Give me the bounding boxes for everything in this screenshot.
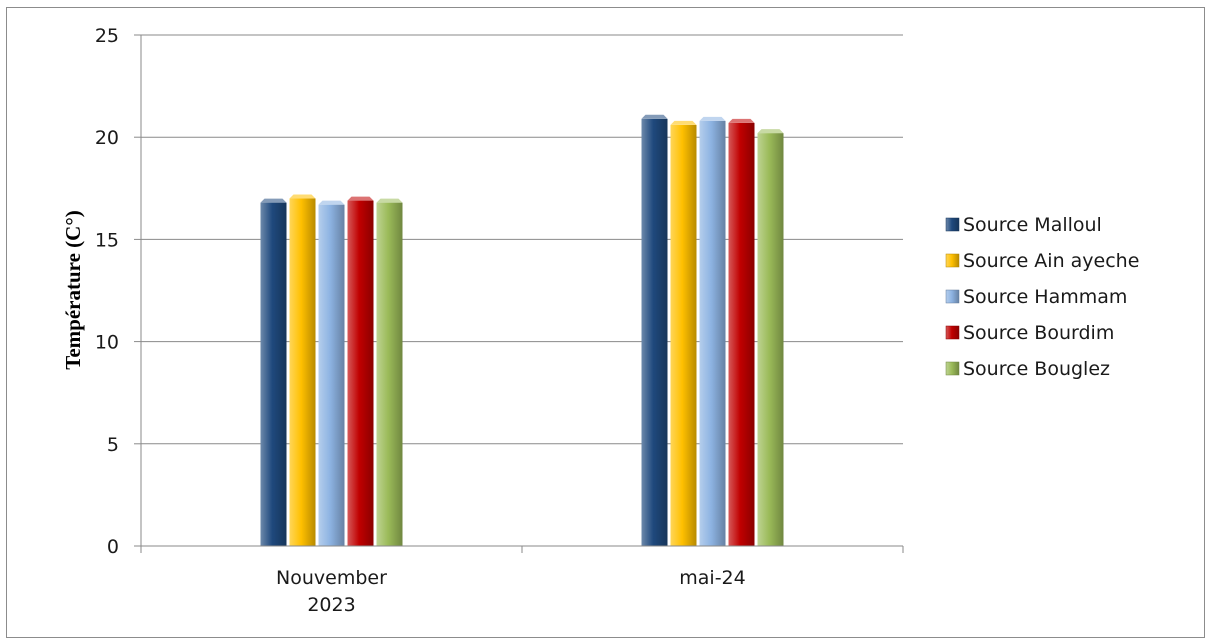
bar xyxy=(699,120,726,547)
legend-label: Source Bourdim xyxy=(963,322,1114,344)
bar xyxy=(260,202,287,546)
legend-label: Source Hammam xyxy=(963,286,1127,308)
bar-cap xyxy=(318,200,345,205)
x-category-label: Nouvember 2023 xyxy=(276,567,387,616)
legend-swatch xyxy=(945,253,960,268)
gridlines xyxy=(141,34,903,445)
bar xyxy=(347,200,374,546)
bar xyxy=(757,133,784,546)
legend-swatch xyxy=(945,325,960,340)
bar xyxy=(376,202,403,546)
legend-label: Source Bouglez xyxy=(963,358,1110,380)
bar-cap xyxy=(260,198,287,203)
y-tick-label: 5 xyxy=(107,434,119,456)
bar-cap xyxy=(347,196,374,201)
y-axis-label: Température (C°) xyxy=(61,210,85,369)
bar xyxy=(670,124,697,546)
bar-cap xyxy=(289,194,316,199)
x-category-labels: Nouvember 2023 mai-24 xyxy=(276,567,746,616)
x-category-label: mai-24 xyxy=(679,567,745,589)
bar-cap xyxy=(699,116,726,121)
y-tick-label: 0 xyxy=(107,536,119,558)
bar xyxy=(289,198,316,546)
legend-swatch xyxy=(945,217,960,232)
bar xyxy=(318,204,345,547)
legend-label: Source Malloul xyxy=(963,214,1102,236)
bar xyxy=(641,118,668,546)
bar-cap xyxy=(757,129,784,134)
bars xyxy=(260,114,784,547)
y-tick-label: 10 xyxy=(95,332,119,354)
chart-frame xyxy=(6,7,1205,638)
legend: Source Malloul Source Ain ayeche Source Ha… xyxy=(945,214,1139,380)
bar-cap xyxy=(376,198,403,203)
y-tick-label: 25 xyxy=(95,25,119,47)
y-tick-label: 20 xyxy=(95,127,119,149)
bar xyxy=(728,122,755,546)
legend-swatch xyxy=(945,361,960,376)
legend-swatch xyxy=(945,289,960,304)
bar-cap xyxy=(728,118,755,123)
axes xyxy=(134,34,904,553)
y-tick-labels: 0 5 10 15 20 25 xyxy=(95,25,119,558)
y-tick-label: 15 xyxy=(95,229,119,251)
bar-cap xyxy=(641,114,668,119)
legend-label: Source Ain ayeche xyxy=(963,250,1139,272)
bar-cap xyxy=(670,120,697,125)
